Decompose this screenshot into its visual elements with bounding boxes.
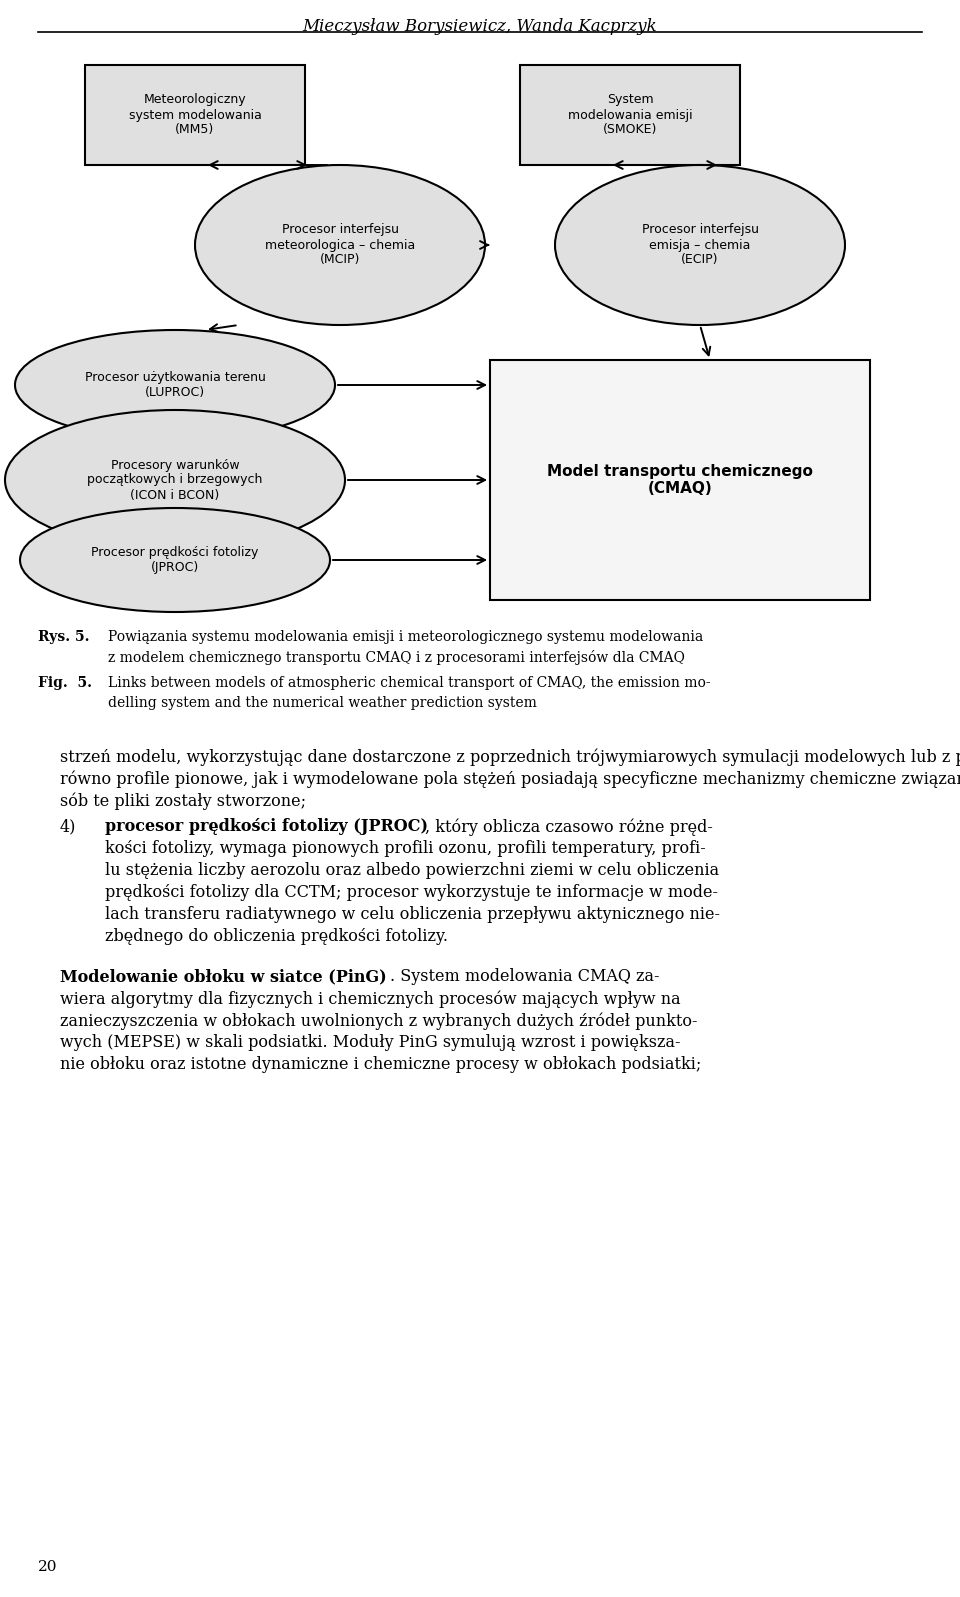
Ellipse shape	[195, 164, 485, 326]
Text: Links between models of atmospheric chemical transport of CMAQ, the emission mo-: Links between models of atmospheric chem…	[108, 676, 710, 690]
Text: lu stężenia liczby aerozolu oraz albedo powierzchni ziemi w celu obliczenia: lu stężenia liczby aerozolu oraz albedo …	[105, 862, 719, 878]
Text: wiera algorytmy dla fizycznych i chemicznych procesów mających wpływ na: wiera algorytmy dla fizycznych i chemicz…	[60, 990, 681, 1008]
Text: 4): 4)	[60, 818, 77, 835]
Text: z modelem chemicznego transportu CMAQ i z procesorami interfejsów dla CMAQ: z modelem chemicznego transportu CMAQ i …	[108, 650, 684, 664]
Text: Modelowanie obłoku w siatce (PinG): Modelowanie obłoku w siatce (PinG)	[60, 968, 387, 985]
Text: Fig.  5.: Fig. 5.	[38, 676, 92, 690]
Text: System
modelowania emisji
(SMOKE): System modelowania emisji (SMOKE)	[567, 94, 692, 136]
Ellipse shape	[15, 331, 335, 441]
Text: Procesor prędkości fotolizy
(JPROC): Procesor prędkości fotolizy (JPROC)	[91, 546, 258, 573]
Ellipse shape	[555, 164, 845, 326]
Text: strzeń modelu, wykorzystując dane dostarczone z poprzednich trójwymiarowych symu: strzeń modelu, wykorzystując dane dostar…	[60, 747, 960, 765]
Text: Meteorologiczny
system modelowania
(MM5): Meteorologiczny system modelowania (MM5)	[129, 94, 261, 136]
Text: Model transportu chemicznego
(CMAQ): Model transportu chemicznego (CMAQ)	[547, 463, 813, 497]
Text: Procesor interfejsu
emisja – chemia
(ECIP): Procesor interfejsu emisja – chemia (ECI…	[641, 224, 758, 267]
Text: Mieczysław Borysiewicz, Wanda Kacprzyk: Mieczysław Borysiewicz, Wanda Kacprzyk	[302, 18, 658, 35]
Text: Procesor użytkowania terenu
(LUPROC): Procesor użytkowania terenu (LUPROC)	[84, 371, 265, 399]
Text: sób te pliki zostały stworzone;: sób te pliki zostały stworzone;	[60, 792, 306, 810]
Text: zanieczyszczenia w obłokach uwolnionych z wybranych dużych źródeł punkto-: zanieczyszczenia w obłokach uwolnionych …	[60, 1012, 698, 1030]
Text: zbędnego do obliczenia prędkości fotolizy.: zbędnego do obliczenia prędkości fotoliz…	[105, 928, 448, 945]
Ellipse shape	[5, 410, 345, 549]
Text: nie obłoku oraz istotne dynamiczne i chemiczne procesy w obłokach podsiatki;: nie obłoku oraz istotne dynamiczne i che…	[60, 1056, 702, 1073]
Bar	[85, 65, 305, 164]
Text: równo profile pionowe, jak i wymodelowane pola stężeń posiadają specyficzne mech: równo profile pionowe, jak i wymodelowan…	[60, 770, 960, 787]
Text: procesor prędkości fotolizy (JPROC): procesor prędkości fotolizy (JPROC)	[105, 818, 428, 835]
Text: prędkości fotolizy dla CCTM; procesor wykorzystuje te informacje w mode-: prędkości fotolizy dla CCTM; procesor wy…	[105, 885, 718, 901]
Text: Procesor interfejsu
meteorologica – chemia
(MCIP): Procesor interfejsu meteorologica – chem…	[265, 224, 415, 267]
Bar	[490, 359, 870, 600]
Text: lach transferu radiatywnego w celu obliczenia przepływu aktynicznego nie-: lach transferu radiatywnego w celu oblic…	[105, 905, 720, 923]
Text: . System modelowania CMAQ za-: . System modelowania CMAQ za-	[390, 968, 660, 985]
Text: wych (MEPSE) w skali podsiatki. Moduły PinG symulują wzrost i powiększa-: wych (MEPSE) w skali podsiatki. Moduły P…	[60, 1033, 681, 1051]
Text: Powiązania systemu modelowania emisji i meteorologicznego systemu modelowania: Powiązania systemu modelowania emisji i …	[108, 629, 704, 644]
Text: Procesory warunków
początkowych i brzegowych
(ICON i BCON): Procesory warunków początkowych i brzego…	[87, 458, 263, 501]
Text: Rys. 5.: Rys. 5.	[38, 629, 89, 644]
Text: , który oblicza czasowo różne pręd-: , który oblicza czasowo różne pręd-	[425, 818, 713, 835]
Text: kości fotolizy, wymaga pionowych profili ozonu, profili temperatury, profi-: kości fotolizy, wymaga pionowych profili…	[105, 840, 706, 858]
Ellipse shape	[20, 508, 330, 612]
Text: delling system and the numerical weather prediction system: delling system and the numerical weather…	[108, 696, 537, 711]
Bar	[520, 65, 740, 164]
Text: 20: 20	[38, 1560, 58, 1575]
